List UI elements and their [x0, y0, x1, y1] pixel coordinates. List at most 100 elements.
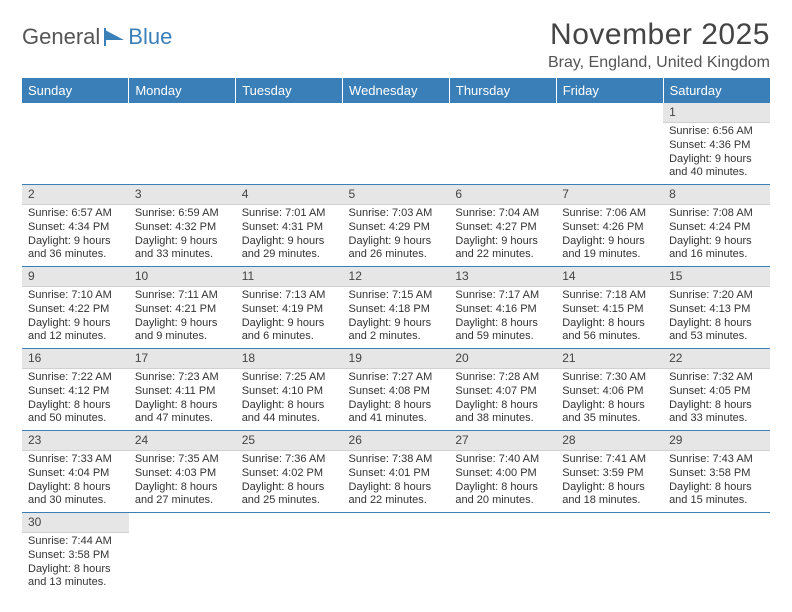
daylight-line: Daylight: 9 hours and 16 minutes.	[669, 235, 764, 263]
sunset-line: Sunset: 3:59 PM	[562, 467, 657, 481]
day-body: Sunrise: 7:18 AMSunset: 4:15 PMDaylight:…	[556, 287, 663, 348]
day-number: 23	[22, 431, 129, 451]
daylight-line: Daylight: 9 hours and 22 minutes.	[455, 235, 550, 263]
calendar-empty-cell	[449, 103, 556, 185]
sunset-line: Sunset: 4:01 PM	[349, 467, 444, 481]
sunrise-line: Sunrise: 7:36 AM	[242, 453, 337, 467]
calendar-day-cell: 12Sunrise: 7:15 AMSunset: 4:18 PMDayligh…	[343, 267, 450, 349]
weekday-header: Saturday	[663, 78, 770, 103]
day-number: 30	[22, 513, 129, 533]
sunset-line: Sunset: 4:19 PM	[242, 303, 337, 317]
day-number: 15	[663, 267, 770, 287]
calendar-day-cell: 30Sunrise: 7:44 AMSunset: 3:58 PMDayligh…	[22, 513, 129, 595]
calendar-row: 23Sunrise: 7:33 AMSunset: 4:04 PMDayligh…	[22, 431, 770, 513]
daylight-line: Daylight: 9 hours and 40 minutes.	[669, 153, 764, 181]
calendar-day-cell: 17Sunrise: 7:23 AMSunset: 4:11 PMDayligh…	[129, 349, 236, 431]
day-number: 9	[22, 267, 129, 287]
calendar-empty-cell	[343, 513, 450, 595]
header: General Blue November 2025 Bray, England…	[22, 18, 770, 72]
sunset-line: Sunset: 4:08 PM	[349, 385, 444, 399]
sunrise-line: Sunrise: 7:01 AM	[242, 207, 337, 221]
calendar-day-cell: 15Sunrise: 7:20 AMSunset: 4:13 PMDayligh…	[663, 267, 770, 349]
daylight-line: Daylight: 8 hours and 53 minutes.	[669, 317, 764, 345]
sunset-line: Sunset: 4:07 PM	[455, 385, 550, 399]
daylight-line: Daylight: 8 hours and 47 minutes.	[135, 399, 230, 427]
day-number: 12	[343, 267, 450, 287]
sunset-line: Sunset: 4:27 PM	[455, 221, 550, 235]
day-body: Sunrise: 7:35 AMSunset: 4:03 PMDaylight:…	[129, 451, 236, 512]
day-number: 8	[663, 185, 770, 205]
calendar-day-cell: 19Sunrise: 7:27 AMSunset: 4:08 PMDayligh…	[343, 349, 450, 431]
calendar-day-cell: 25Sunrise: 7:36 AMSunset: 4:02 PMDayligh…	[236, 431, 343, 513]
sunset-line: Sunset: 4:26 PM	[562, 221, 657, 235]
sunset-line: Sunset: 4:16 PM	[455, 303, 550, 317]
calendar-row: 16Sunrise: 7:22 AMSunset: 4:12 PMDayligh…	[22, 349, 770, 431]
sunset-line: Sunset: 4:32 PM	[135, 221, 230, 235]
calendar-row: 30Sunrise: 7:44 AMSunset: 3:58 PMDayligh…	[22, 513, 770, 595]
day-number: 3	[129, 185, 236, 205]
sunrise-line: Sunrise: 7:04 AM	[455, 207, 550, 221]
calendar-day-cell: 7Sunrise: 7:06 AMSunset: 4:26 PMDaylight…	[556, 185, 663, 267]
daylight-line: Daylight: 8 hours and 30 minutes.	[28, 481, 123, 509]
daylight-line: Daylight: 9 hours and 26 minutes.	[349, 235, 444, 263]
calendar-day-cell: 11Sunrise: 7:13 AMSunset: 4:19 PMDayligh…	[236, 267, 343, 349]
day-body: Sunrise: 7:38 AMSunset: 4:01 PMDaylight:…	[343, 451, 450, 512]
calendar-day-cell: 28Sunrise: 7:41 AMSunset: 3:59 PMDayligh…	[556, 431, 663, 513]
day-body: Sunrise: 7:40 AMSunset: 4:00 PMDaylight:…	[449, 451, 556, 512]
daylight-line: Daylight: 9 hours and 19 minutes.	[562, 235, 657, 263]
daylight-line: Daylight: 8 hours and 27 minutes.	[135, 481, 230, 509]
day-body: Sunrise: 7:23 AMSunset: 4:11 PMDaylight:…	[129, 369, 236, 430]
day-body: Sunrise: 6:59 AMSunset: 4:32 PMDaylight:…	[129, 205, 236, 266]
sunset-line: Sunset: 4:31 PM	[242, 221, 337, 235]
sunrise-line: Sunrise: 7:17 AM	[455, 289, 550, 303]
day-body: Sunrise: 7:25 AMSunset: 4:10 PMDaylight:…	[236, 369, 343, 430]
daylight-line: Daylight: 8 hours and 18 minutes.	[562, 481, 657, 509]
sunrise-line: Sunrise: 7:08 AM	[669, 207, 764, 221]
sunset-line: Sunset: 4:05 PM	[669, 385, 764, 399]
sunset-line: Sunset: 4:02 PM	[242, 467, 337, 481]
day-body: Sunrise: 7:13 AMSunset: 4:19 PMDaylight:…	[236, 287, 343, 348]
calendar-day-cell: 29Sunrise: 7:43 AMSunset: 3:58 PMDayligh…	[663, 431, 770, 513]
sunrise-line: Sunrise: 7:38 AM	[349, 453, 444, 467]
daylight-line: Daylight: 9 hours and 9 minutes.	[135, 317, 230, 345]
day-number: 2	[22, 185, 129, 205]
daylight-line: Daylight: 9 hours and 2 minutes.	[349, 317, 444, 345]
daylight-line: Daylight: 8 hours and 20 minutes.	[455, 481, 550, 509]
calendar-day-cell: 8Sunrise: 7:08 AMSunset: 4:24 PMDaylight…	[663, 185, 770, 267]
day-number: 27	[449, 431, 556, 451]
daylight-line: Daylight: 8 hours and 38 minutes.	[455, 399, 550, 427]
sunset-line: Sunset: 4:04 PM	[28, 467, 123, 481]
daylight-line: Daylight: 8 hours and 33 minutes.	[669, 399, 764, 427]
weekday-header: Sunday	[22, 78, 129, 103]
daylight-line: Daylight: 8 hours and 59 minutes.	[455, 317, 550, 345]
day-number: 16	[22, 349, 129, 369]
calendar-day-cell: 9Sunrise: 7:10 AMSunset: 4:22 PMDaylight…	[22, 267, 129, 349]
calendar-empty-cell	[449, 513, 556, 595]
sunrise-line: Sunrise: 7:10 AM	[28, 289, 123, 303]
sunset-line: Sunset: 4:18 PM	[349, 303, 444, 317]
daylight-line: Daylight: 9 hours and 6 minutes.	[242, 317, 337, 345]
sunset-line: Sunset: 4:13 PM	[669, 303, 764, 317]
calendar-table: SundayMondayTuesdayWednesdayThursdayFrid…	[22, 78, 770, 594]
sunrise-line: Sunrise: 7:22 AM	[28, 371, 123, 385]
sunrise-line: Sunrise: 7:30 AM	[562, 371, 657, 385]
day-body: Sunrise: 7:03 AMSunset: 4:29 PMDaylight:…	[343, 205, 450, 266]
daylight-line: Daylight: 8 hours and 15 minutes.	[669, 481, 764, 509]
calendar-day-cell: 26Sunrise: 7:38 AMSunset: 4:01 PMDayligh…	[343, 431, 450, 513]
calendar-day-cell: 18Sunrise: 7:25 AMSunset: 4:10 PMDayligh…	[236, 349, 343, 431]
calendar-day-cell: 14Sunrise: 7:18 AMSunset: 4:15 PMDayligh…	[556, 267, 663, 349]
calendar-day-cell: 3Sunrise: 6:59 AMSunset: 4:32 PMDaylight…	[129, 185, 236, 267]
daylight-line: Daylight: 8 hours and 25 minutes.	[242, 481, 337, 509]
weekday-header-row: SundayMondayTuesdayWednesdayThursdayFrid…	[22, 78, 770, 103]
day-body: Sunrise: 7:10 AMSunset: 4:22 PMDaylight:…	[22, 287, 129, 348]
calendar-row: 9Sunrise: 7:10 AMSunset: 4:22 PMDaylight…	[22, 267, 770, 349]
sunrise-line: Sunrise: 6:59 AM	[135, 207, 230, 221]
day-number: 4	[236, 185, 343, 205]
calendar-empty-cell	[556, 513, 663, 595]
day-body: Sunrise: 7:33 AMSunset: 4:04 PMDaylight:…	[22, 451, 129, 512]
calendar-body: 1Sunrise: 6:56 AMSunset: 4:36 PMDaylight…	[22, 103, 770, 594]
month-title: November 2025	[548, 18, 770, 52]
daylight-line: Daylight: 9 hours and 29 minutes.	[242, 235, 337, 263]
sunset-line: Sunset: 4:21 PM	[135, 303, 230, 317]
day-body: Sunrise: 6:56 AMSunset: 4:36 PMDaylight:…	[663, 123, 770, 184]
